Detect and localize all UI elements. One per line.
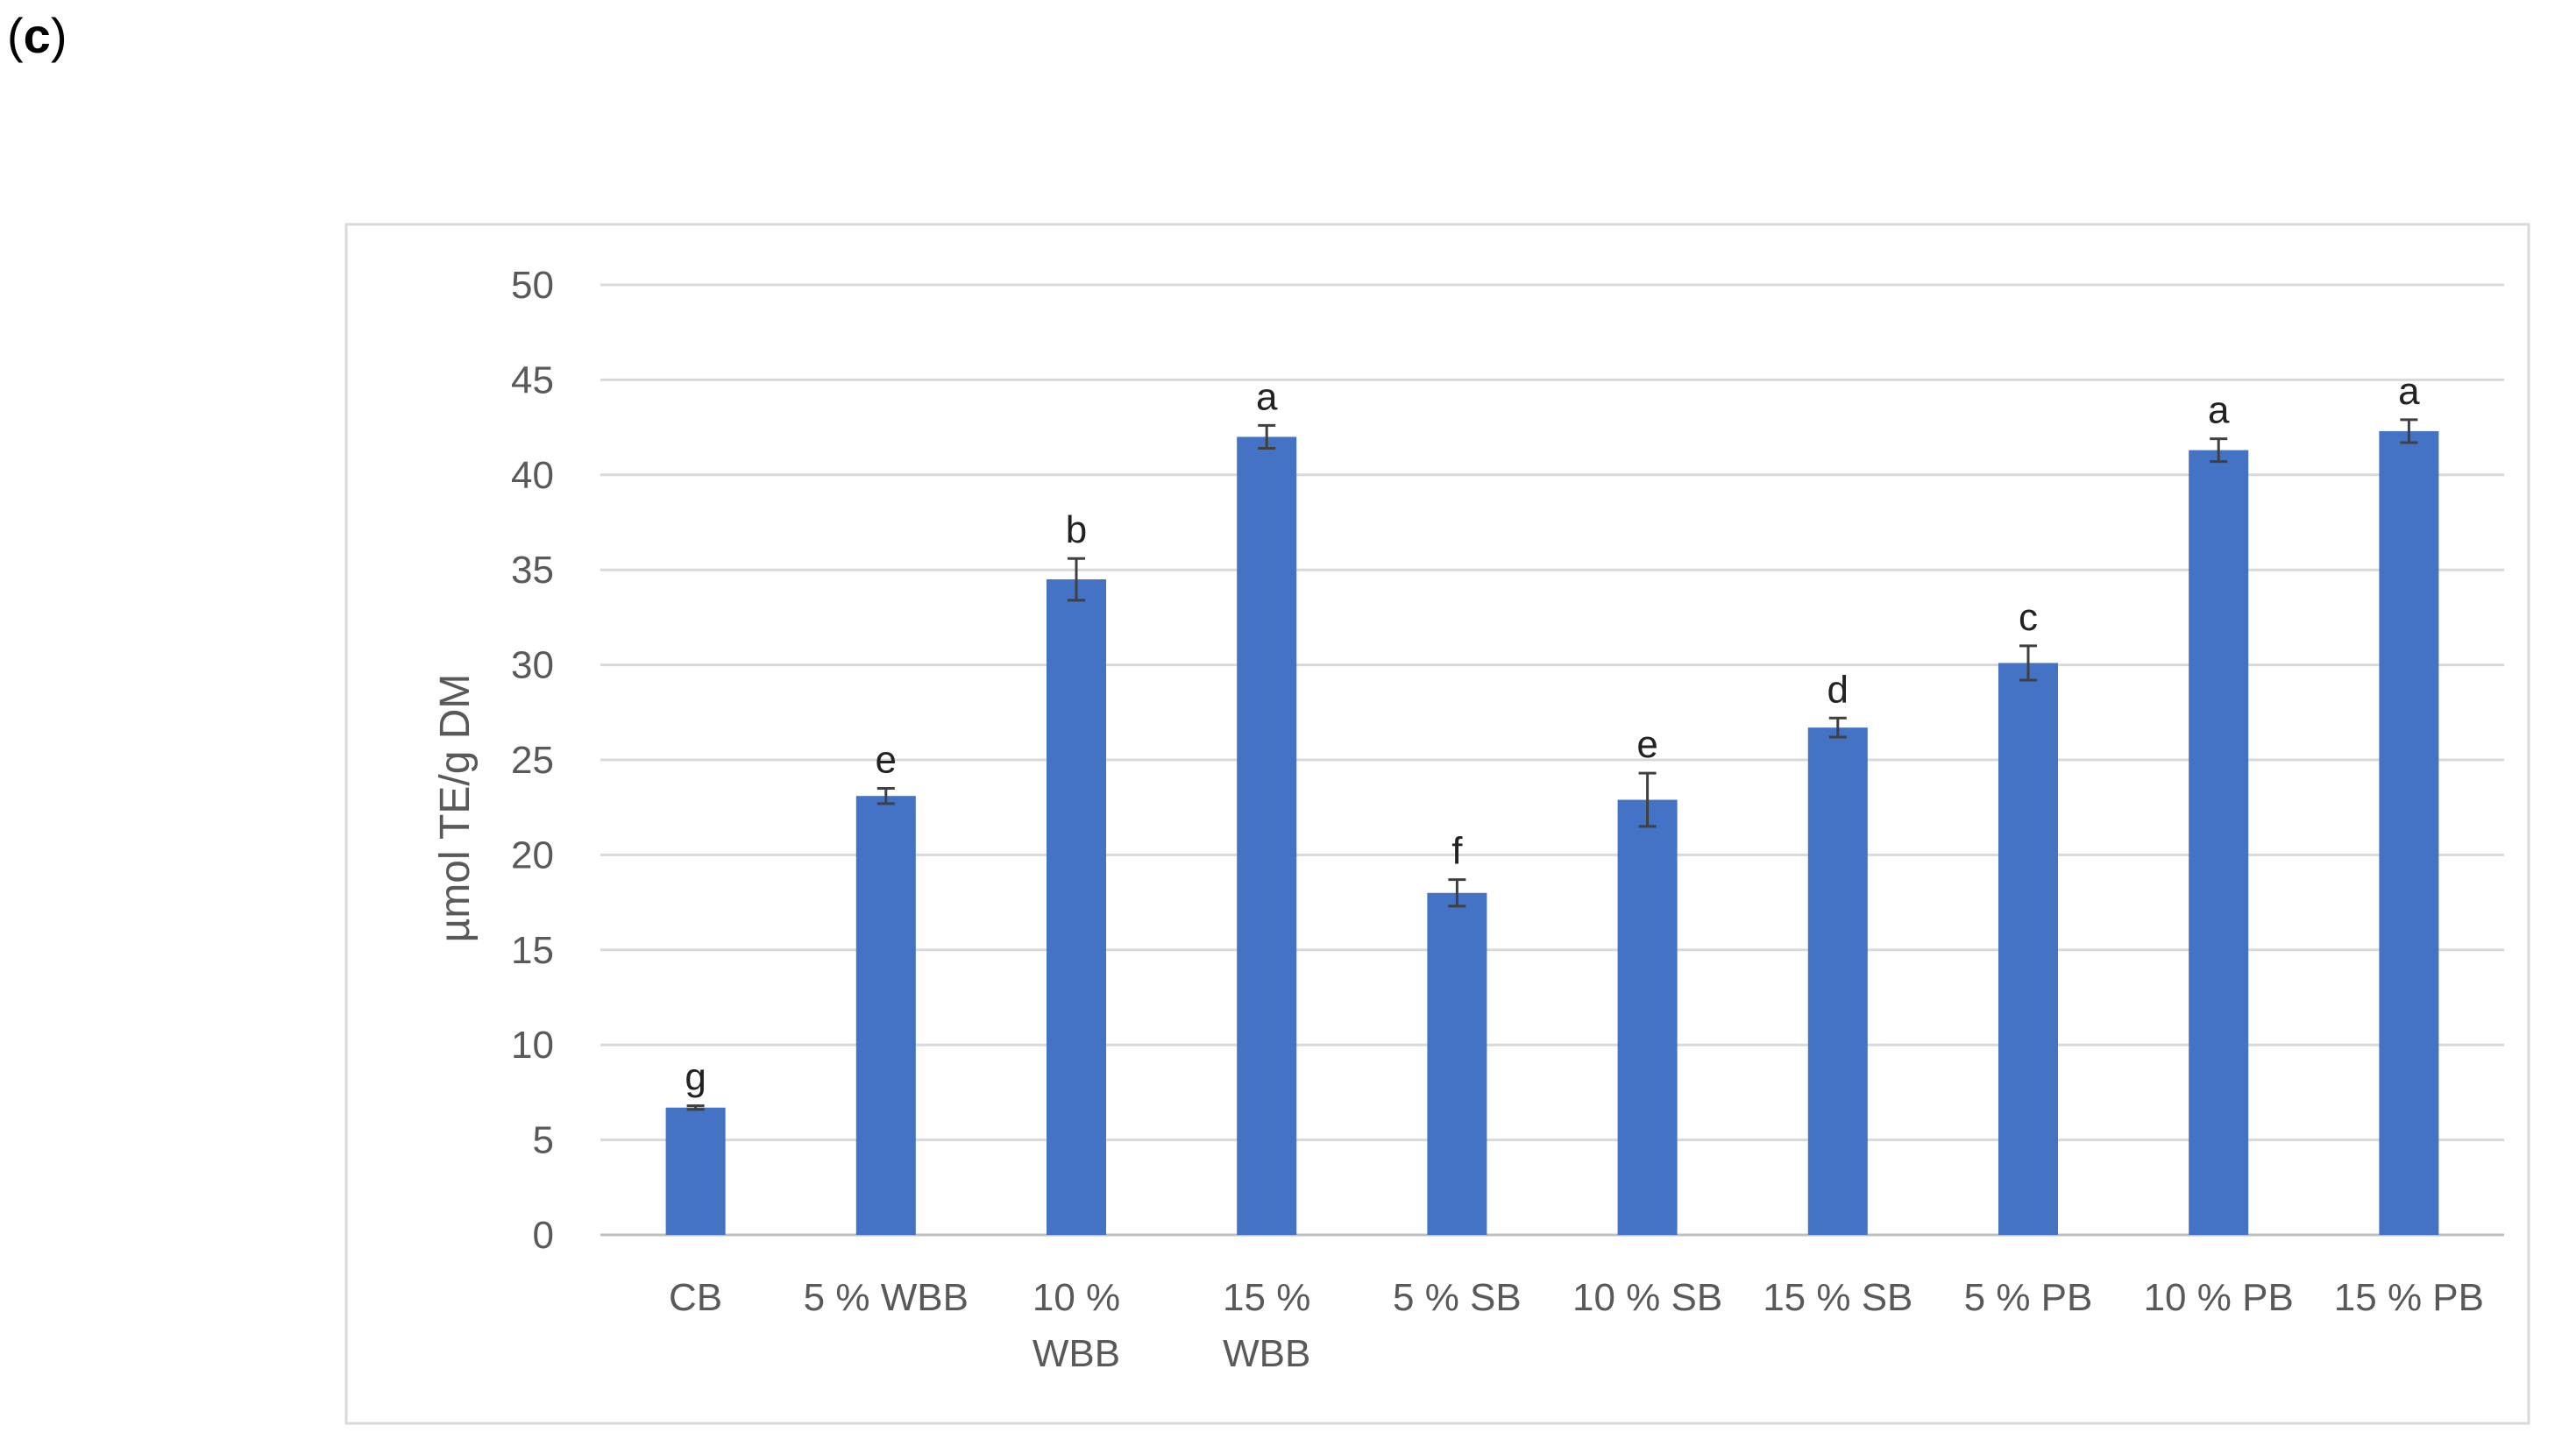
x-tick-label: 15 % SB [1763,1276,1912,1319]
x-tick-label: 15 % PB [2334,1276,2484,1319]
significance-letter: a [2398,370,2420,413]
x-tick-label: 5 % SB [1393,1276,1522,1319]
x-tick-label: CB [669,1276,722,1319]
y-tick-label: 35 [511,549,554,592]
y-tick-label: 45 [511,358,554,401]
error-bar [2019,644,2037,682]
panel-label: (c) [7,8,67,63]
significance-letter: e [876,739,897,782]
bar [665,1107,726,1235]
y-tick-label: 30 [511,644,554,687]
bar [1617,799,1678,1235]
error-bar [686,1104,705,1111]
significance-letter: d [1827,668,1849,711]
significance-letter: e [1636,723,1657,766]
bar [855,796,916,1235]
bar [2189,450,2249,1235]
significance-letter: a [1256,375,1278,418]
y-tick-labels: 0 5 10 15 20 25 30 35 40 45 50 [511,264,554,1257]
significance-letter: c [2019,596,2038,639]
error-bar [876,787,895,805]
error-bar [2210,437,2228,464]
significance-labels: g e b a f e d c a a [685,370,2420,1099]
x-tick-label: 5 % WBB [804,1276,969,1319]
y-tick-label: 5 [533,1119,554,1162]
error-bar [1638,771,1657,828]
y-tick-label: 10 [511,1024,554,1067]
significance-letter: a [2208,389,2230,432]
bar [1807,727,1868,1235]
x-tick-label: 5 % PB [1964,1276,2093,1319]
x-tick-label: 10 % WBB [1033,1276,1120,1375]
bar [1047,579,1106,1235]
error-bar [1258,423,1276,450]
bar [1427,892,1487,1235]
x-tick-label: 10 % SB [1572,1276,1722,1319]
bar [1998,663,2058,1235]
significance-letter: g [685,1056,706,1099]
y-axis-label: µmol TE/g DM [432,674,479,943]
bar [1237,436,1297,1235]
significance-letter: b [1066,508,1087,551]
y-tick-label: 15 [511,929,554,972]
x-tick-label: 15 % WBB [1223,1276,1310,1375]
error-bar [1068,557,1085,602]
y-tick-label: 25 [511,739,554,782]
significance-letter: f [1451,830,1463,873]
y-tick-label: 50 [511,264,554,307]
y-tick-label: 40 [511,454,554,497]
x-tick-labels: CB 5 % WBB 10 % WBB 15 % WBB 5 % SB 10 % SB 15 %… [669,1276,2484,1375]
bars [665,430,2439,1235]
bar [2379,430,2439,1235]
error-bar [2400,418,2418,444]
x-tick-label: 10 % PB [2144,1276,2294,1319]
y-tick-label: 0 [533,1214,554,1257]
y-tick-label: 20 [511,833,554,876]
error-bar [1448,878,1466,908]
error-bars [686,418,2418,1111]
error-bar [1828,716,1847,739]
gridlines [600,283,2504,1237]
